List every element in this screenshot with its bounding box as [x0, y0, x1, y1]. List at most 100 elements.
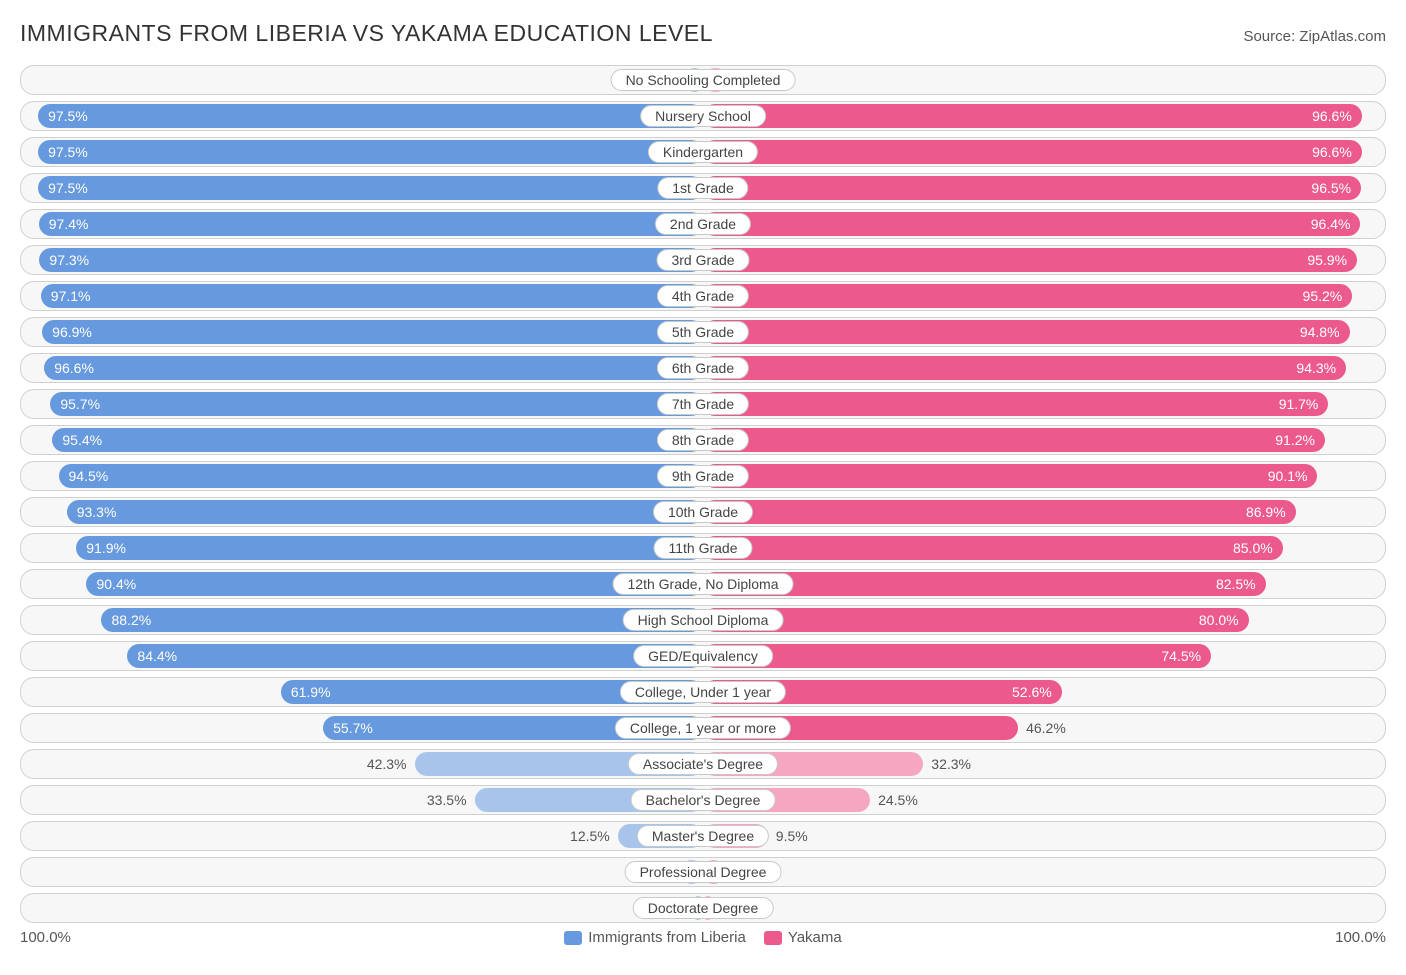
bar-value-left: 95.4% [62, 432, 102, 448]
chart-row: 88.2% 80.0% High School Diploma [20, 605, 1386, 635]
chart-row: 33.5%24.5%Bachelor's Degree [20, 785, 1386, 815]
chart-row: 97.1% 95.2% 4th Grade [20, 281, 1386, 311]
chart-row: 97.5% 96.6%Kindergarten [20, 137, 1386, 167]
category-pill: Master's Degree [637, 825, 769, 847]
chart-row: 97.4% 96.4% 2nd Grade [20, 209, 1386, 239]
chart-row: 94.5% 90.1% 9th Grade [20, 461, 1386, 491]
bar-value-left: 95.7% [60, 396, 100, 412]
legend-item-right: Yakama [764, 929, 842, 946]
bar-right: 85.0% [703, 536, 1283, 560]
bar-right: 91.7% [703, 392, 1328, 416]
legend-item-left: Immigrants from Liberia [564, 929, 746, 946]
bar-value-right: 96.4% [1311, 216, 1351, 232]
bar-left: 93.3% [67, 500, 703, 524]
bar-value-right: 80.0% [1199, 612, 1239, 628]
bar-value-left: 61.9% [291, 684, 331, 700]
category-pill: 2nd Grade [655, 213, 751, 235]
bar-value-left: 12.5% [570, 822, 618, 850]
bar-left: 97.4% [39, 212, 703, 236]
category-pill: College, 1 year or more [615, 717, 791, 739]
bar-value-right: 85.0% [1233, 540, 1273, 556]
category-pill: 3rd Grade [656, 249, 749, 271]
bar-right: 86.9% [703, 500, 1296, 524]
legend: Immigrants from Liberia Yakama [564, 929, 841, 946]
bar-value-left: 96.6% [54, 360, 94, 376]
axis-right-label: 100.0% [1335, 929, 1386, 946]
bar-left: 97.3% [39, 248, 703, 272]
bar-right: 90.1% [703, 464, 1317, 488]
category-pill: 5th Grade [657, 321, 749, 343]
bar-value-right: 46.2% [1018, 714, 1066, 742]
category-pill: 4th Grade [657, 285, 749, 307]
chart-row: 12.5% 9.5%Master's Degree [20, 821, 1386, 851]
legend-swatch-left [564, 931, 582, 945]
bar-value-left: 97.4% [49, 216, 89, 232]
bar-right: 96.5% [703, 176, 1361, 200]
bar-left: 95.7% [50, 392, 703, 416]
chart-row: 96.9% 94.8% 5th Grade [20, 317, 1386, 347]
bar-value-left: 90.4% [96, 576, 136, 592]
chart-title: IMMIGRANTS FROM LIBERIA VS YAKAMA EDUCAT… [20, 20, 713, 47]
bar-value-right: 91.7% [1279, 396, 1319, 412]
bar-left: 97.1% [41, 284, 703, 308]
chart-row: 93.3%86.9%10th Grade [20, 497, 1386, 527]
chart-row: 61.9%52.6%College, Under 1 year [20, 677, 1386, 707]
bar-value-right: 91.2% [1275, 432, 1315, 448]
category-pill: 9th Grade [657, 465, 749, 487]
bar-right: 91.2% [703, 428, 1325, 452]
category-pill: 1st Grade [657, 177, 748, 199]
category-pill: 8th Grade [657, 429, 749, 451]
bar-value-left: 91.9% [86, 540, 126, 556]
chart-row: 95.4% 91.2% 8th Grade [20, 425, 1386, 455]
chart-row: 97.3% 95.9% 3rd Grade [20, 245, 1386, 275]
bar-value-left: 94.5% [69, 468, 109, 484]
bar-value-right: 82.5% [1216, 576, 1256, 592]
bar-value-right: 90.1% [1268, 468, 1308, 484]
bar-value-left: 96.9% [52, 324, 92, 340]
bar-left: 97.5% [38, 176, 703, 200]
bar-value-right: 96.6% [1312, 108, 1352, 124]
category-pill: 7th Grade [657, 393, 749, 415]
bar-value-left: 97.5% [48, 144, 88, 160]
bar-left: 97.5% [38, 140, 703, 164]
bar-left: 90.4% [86, 572, 703, 596]
bar-right: 80.0% [703, 608, 1249, 632]
bar-left: 94.5% [59, 464, 703, 488]
chart-row: 95.7% 91.7% 7th Grade [20, 389, 1386, 419]
axis-left-label: 100.0% [20, 929, 71, 946]
category-pill: Bachelor's Degree [631, 789, 776, 811]
bar-value-right: 86.9% [1246, 504, 1286, 520]
bar-right: 96.6% [703, 140, 1362, 164]
bar-value-right: 95.2% [1303, 288, 1343, 304]
bar-left: 96.6% [44, 356, 703, 380]
category-pill: GED/Equivalency [633, 645, 773, 667]
bar-value-left: 88.2% [111, 612, 151, 628]
legend-label-left: Immigrants from Liberia [588, 929, 746, 946]
bar-value-right: 9.5% [768, 822, 808, 850]
legend-swatch-right [764, 931, 782, 945]
chart-area: 2.5%3.6%No Schooling Completed97.5%96.6%… [20, 65, 1386, 923]
chart-row: 42.3%32.3%Associate's Degree [20, 749, 1386, 779]
bar-left: 97.5% [38, 104, 703, 128]
bar-value-right: 95.9% [1307, 252, 1347, 268]
bar-left: 88.2% [101, 608, 703, 632]
bar-right: 94.3% [703, 356, 1346, 380]
bar-value-left: 84.4% [137, 648, 177, 664]
chart-row: 97.5%96.5%1st Grade [20, 173, 1386, 203]
bar-right: 94.8% [703, 320, 1350, 344]
category-pill: Kindergarten [648, 141, 758, 163]
bar-value-right: 52.6% [1012, 684, 1052, 700]
bar-right: 74.5% [703, 644, 1211, 668]
bar-value-left: 93.3% [77, 504, 117, 520]
bar-left: 91.9% [76, 536, 703, 560]
legend-label-right: Yakama [788, 929, 842, 946]
bar-value-left: 55.7% [333, 720, 373, 736]
bar-value-right: 94.3% [1296, 360, 1336, 376]
bar-right: 96.6% [703, 104, 1362, 128]
category-pill: High School Diploma [623, 609, 784, 631]
chart-row: 55.7% 46.2% College, 1 year or more [20, 713, 1386, 743]
chart-row: 3.4%3.1%Professional Degree [20, 857, 1386, 887]
chart-row: 1.5%1.3%Doctorate Degree [20, 893, 1386, 923]
bar-value-right: 94.8% [1300, 324, 1340, 340]
chart-row: 91.9%85.0%11th Grade [20, 533, 1386, 563]
